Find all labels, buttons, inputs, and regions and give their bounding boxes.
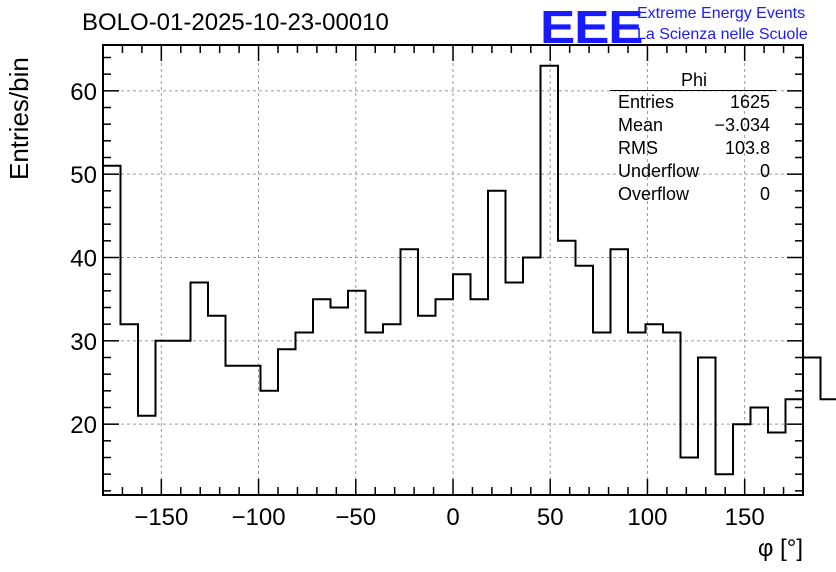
histogram-bin: [313, 299, 331, 495]
histogram-bin: [296, 333, 314, 496]
histogram-bin: [383, 324, 401, 495]
stats-value: 103.8: [724, 138, 770, 158]
stats-separator: [610, 90, 776, 91]
stats-value: 1625: [729, 92, 770, 112]
y-tick-label: 40: [70, 246, 97, 273]
stats-row-entries: Entries 1625: [612, 91, 776, 114]
histogram-bin: [243, 366, 261, 495]
histogram-bin: [593, 333, 611, 496]
histogram-bin: [523, 258, 541, 496]
stats-row-mean: Mean −3.034: [612, 114, 776, 137]
stats-value: 0: [759, 161, 770, 181]
stats-row-rms: RMS 103.8: [612, 137, 776, 160]
grid-lines: [103, 45, 836, 496]
histogram-bin: [646, 324, 664, 495]
histogram-bin: [401, 249, 419, 495]
histogram-bin: [541, 66, 559, 495]
histogram-bin: [768, 433, 786, 496]
chart-title: BOLO-01-2025-10-23-00010: [82, 9, 389, 36]
axis-ticks: [102, 45, 804, 495]
histogram-bin: [156, 341, 174, 495]
histogram-bin: [436, 299, 454, 495]
stats-title: Phi: [680, 70, 707, 90]
x-tick-label: 50: [537, 504, 564, 531]
histogram-bin: [121, 324, 139, 495]
plot-frame: [102, 44, 804, 496]
x-tick-label: −100: [232, 504, 286, 531]
histogram-bin: [418, 316, 436, 495]
histogram-bin: [663, 333, 681, 496]
histogram-bin: [226, 366, 244, 495]
stats-value: 0: [759, 184, 770, 204]
histogram-bin: [208, 316, 226, 495]
histogram-bin: [576, 266, 594, 495]
x-tick-label: −150: [134, 504, 188, 531]
histogram-bin: [191, 283, 209, 496]
histogram-bin: [366, 333, 384, 496]
histogram-bin: [751, 408, 769, 496]
histogram-bin: [173, 341, 191, 495]
eee-logo: EEE: [540, 1, 644, 53]
histogram-bin: [821, 399, 836, 495]
stats-row-underflow: Underflow 0: [612, 160, 776, 183]
y-tick-label: 30: [70, 329, 97, 356]
histogram-bin: [488, 191, 506, 495]
histogram-bin: [628, 333, 646, 496]
histogram-bin: [716, 474, 734, 495]
stats-row-overflow: Overflow 0: [612, 183, 776, 206]
histogram-bin: [611, 249, 629, 495]
x-tick-label: 100: [627, 504, 667, 531]
stats-value: −3.034: [714, 115, 770, 135]
x-tick-label: 150: [725, 504, 765, 531]
stats-label: Underflow: [618, 161, 700, 181]
histogram-bin: [331, 308, 349, 496]
x-tick-label: −50: [335, 504, 376, 531]
stats-label: Mean: [618, 115, 664, 135]
logo-line-1: Extreme Energy Events: [637, 5, 806, 22]
logo-line-2: La Scienza nelle Scuole: [637, 26, 808, 43]
histogram-bin: [348, 291, 366, 495]
histogram-bin: [558, 241, 576, 495]
histogram-bin: [138, 416, 156, 495]
histogram-bin: [681, 458, 699, 496]
stats-label: Overflow: [618, 184, 690, 204]
x-tick-label: 0: [446, 504, 459, 531]
histogram-bin: [453, 274, 471, 495]
histogram-bin: [733, 424, 751, 495]
y-tick-label: 50: [70, 162, 97, 189]
histogram-bin: [803, 358, 821, 496]
histogram-bin: [278, 349, 296, 495]
y-tick-label: 60: [70, 79, 97, 106]
histogram-series-phi: [102, 64, 836, 495]
y-axis-label: Entries/bin: [4, 57, 34, 180]
x-axis-label: φ [°]: [757, 535, 803, 562]
histogram-bin: [471, 299, 489, 495]
histogram-bin: [103, 166, 121, 495]
stats-label: RMS: [618, 138, 658, 158]
y-tick-label: 20: [70, 412, 97, 439]
histogram-bin: [698, 358, 716, 496]
tick-labels: −150 −100 −50 0 50 100 150 20 30 40 50 60: [70, 79, 764, 531]
histogram-bin: [786, 399, 804, 495]
histogram-bin: [261, 391, 279, 495]
stats-box: Phi Entries 1625 Mean −3.034 RMS 103.8 U…: [610, 70, 776, 206]
stats-label: Entries: [618, 92, 675, 112]
histogram-bin: [506, 283, 524, 496]
